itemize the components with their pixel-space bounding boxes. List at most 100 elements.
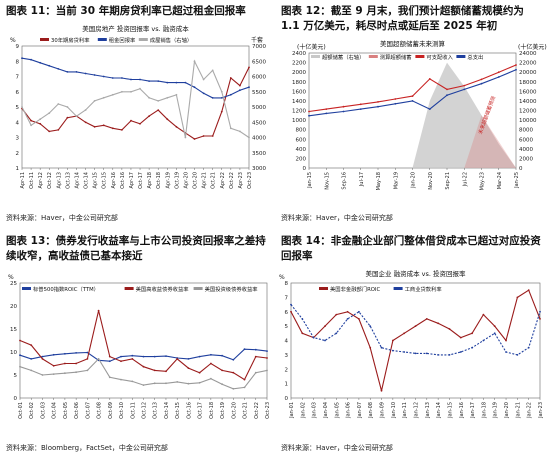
data-point [516, 296, 519, 299]
data-point [459, 336, 462, 339]
y-tick-label-left: 25 [10, 281, 17, 287]
x-tick-label: Jul-17 [359, 172, 365, 187]
data-point [130, 90, 132, 93]
data-point [120, 378, 122, 381]
legend-swatch [368, 55, 378, 58]
y-axis-label-left: % [279, 274, 285, 281]
series-area-2 [309, 115, 516, 168]
data-point [75, 352, 77, 354]
data-point [480, 82, 483, 85]
x-tick-label: Jan-15 [307, 172, 313, 189]
data-point [86, 351, 89, 354]
x-tick-label: Oct-17 [198, 402, 204, 419]
data-point [153, 382, 156, 385]
y-tick-label-right: 20000 [519, 70, 537, 76]
data-point [21, 57, 23, 60]
chart-11: 美国房地产 投资回报率 vs. 融资成本% 千套 1 2 3 4 5 6 7 8 9 3000 3500… [10, 24, 266, 189]
x-tick-label: Jan-10 [391, 402, 397, 419]
x-tick-label: Apr-18 [147, 172, 153, 189]
y-tick-label-left: 0 [303, 166, 307, 172]
x-tick-label: Apr-23 [238, 172, 244, 189]
y-tick-label-right: 2000 [519, 156, 533, 162]
data-point [165, 370, 167, 373]
y-tick-label-left: 1400 [292, 99, 306, 105]
data-point [165, 355, 167, 357]
y-tick-label-left: 9 [16, 44, 20, 50]
series-line-2 [19, 310, 268, 381]
data-point [121, 90, 123, 93]
series-line-4 [308, 69, 517, 117]
data-point [539, 318, 541, 320]
data-point [75, 362, 77, 365]
data-point [211, 135, 214, 137]
y-tick-label-right: 10000 [519, 118, 537, 124]
data-point [210, 362, 212, 365]
x-tick-label: Sep-21 [445, 172, 451, 190]
data-point [243, 378, 246, 381]
legend-swatch [97, 38, 107, 41]
data-point [248, 136, 250, 139]
data-point [482, 313, 485, 316]
x-tick-label: Oct-15 [102, 172, 108, 189]
data-point [463, 84, 466, 87]
y-tick-label-left: 7 [16, 75, 20, 81]
data-point [493, 325, 496, 327]
data-point [41, 358, 44, 360]
x-tick-label: Oct-06 [74, 402, 80, 419]
data-point [108, 376, 111, 379]
data-point [446, 94, 448, 97]
x-tick-label: Oct-09 [108, 402, 114, 419]
data-point [239, 84, 241, 87]
data-point [193, 60, 196, 63]
data-point [57, 103, 60, 105]
data-point [166, 96, 169, 99]
x-tick-label: Oct-19 [220, 402, 226, 419]
data-point [30, 119, 32, 122]
y-tick-label-left: 8 [285, 281, 289, 287]
data-point [358, 310, 360, 313]
y-tick-label-left: 600 [296, 137, 307, 143]
legend-swatch [393, 287, 403, 290]
data-point [139, 78, 141, 81]
y-tick-label-left: 0 [285, 396, 289, 402]
data-point [312, 336, 315, 339]
data-point [266, 350, 268, 352]
y-tick-label-right: 18000 [519, 80, 537, 86]
y-tick-label-left: 5 [14, 373, 18, 379]
x-tick-label: Apr-19 [165, 172, 171, 189]
y-tick-label-left: 1 [16, 166, 20, 172]
y-tick-label-left: 0 [14, 396, 18, 402]
legend-label: 测算超额储蓄 [380, 53, 412, 61]
data-point [121, 129, 123, 131]
legend-label: 美国高收益债券收益率 [136, 285, 190, 293]
data-point [202, 78, 205, 81]
x-tick-label: Oct-22 [229, 172, 235, 189]
chart-panel-14: 图表 14：非金融企业部门整体借贷成本已超过对应投资回报率 美国企业 融资成本 … [275, 230, 550, 457]
series-line-3 [308, 64, 517, 113]
data-point [84, 109, 87, 111]
source-note: 资料来源：Haver，中金公司研究部 [281, 444, 393, 452]
data-point [21, 106, 23, 108]
x-tick-label: Jan-03 [312, 402, 318, 419]
data-point [346, 318, 349, 320]
data-point [64, 372, 66, 375]
data-point [176, 358, 179, 360]
legend-label: 可支配收入 [426, 53, 453, 61]
data-point [493, 332, 496, 335]
data-point [220, 110, 223, 113]
data-point [97, 309, 100, 312]
data-point [39, 122, 42, 125]
series-line-1 [19, 348, 268, 362]
data-point [229, 93, 232, 96]
data-point [229, 77, 232, 79]
data-point [48, 112, 51, 114]
x-tick-label: May-23 [480, 172, 486, 190]
legend-swatch [456, 55, 466, 58]
x-tick-label: Oct-02 [29, 402, 35, 419]
data-point [130, 78, 132, 81]
data-point [52, 364, 55, 367]
data-point [403, 332, 406, 335]
data-point [193, 86, 196, 89]
data-point [266, 369, 268, 372]
x-tick-label: Oct-12 [142, 402, 148, 419]
